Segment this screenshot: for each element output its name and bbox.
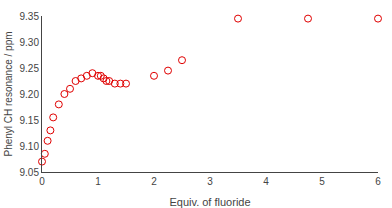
svg-text:9.15: 9.15	[20, 115, 40, 126]
svg-text:9.25: 9.25	[20, 63, 40, 74]
svg-text:9.30: 9.30	[20, 37, 40, 48]
svg-text:1: 1	[95, 176, 101, 187]
svg-text:9.20: 9.20	[20, 89, 40, 100]
svg-text:0: 0	[39, 176, 45, 187]
svg-text:3: 3	[207, 176, 213, 187]
svg-text:4: 4	[263, 176, 269, 187]
svg-text:2: 2	[151, 176, 157, 187]
svg-text:6: 6	[375, 176, 381, 187]
svg-text:Phenyl CH resonance / ppm: Phenyl CH resonance / ppm	[3, 31, 14, 156]
svg-text:Equiv. of fluoride: Equiv. of fluoride	[169, 196, 250, 208]
svg-text:9.10: 9.10	[20, 141, 40, 152]
svg-text:9.05: 9.05	[20, 167, 40, 178]
svg-text:9.35: 9.35	[20, 11, 40, 22]
svg-text:5: 5	[319, 176, 325, 187]
